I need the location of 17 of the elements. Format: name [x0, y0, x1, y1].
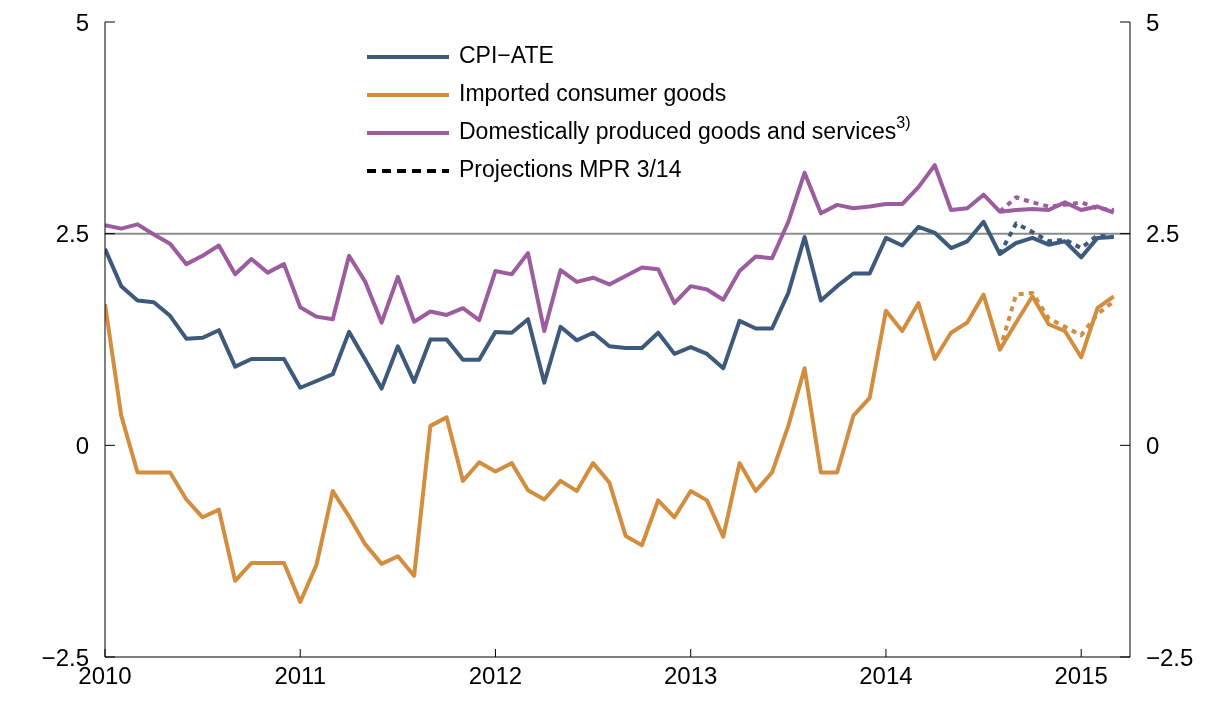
- legend-label: CPI−ATE: [459, 42, 554, 69]
- x-tick-label: 2015: [1054, 662, 1108, 690]
- y-tick-label: 5: [75, 8, 89, 36]
- x-tick-label: 2013: [664, 662, 718, 690]
- x-tick-label: 2011: [274, 662, 327, 690]
- legend-label: Imported consumer goods: [459, 80, 727, 107]
- legend-label: Domestically produced goods and services$^{3)}$: [459, 113, 911, 145]
- y2-tick-label: −2.5: [1146, 643, 1194, 671]
- y2-tick-label: 2.5: [1146, 220, 1180, 248]
- x-tick-label: 2012: [468, 662, 523, 690]
- y-tick-label: 2.5: [55, 220, 89, 248]
- y2-tick-label: 0: [1146, 431, 1160, 459]
- x-tick-label: 2014: [859, 662, 913, 690]
- y-tick-label: 0: [75, 431, 89, 459]
- y2-tick-label: 5: [1146, 8, 1160, 36]
- line-series: [105, 292, 1116, 604]
- legend-label: Projections MPR 3/14: [459, 156, 682, 183]
